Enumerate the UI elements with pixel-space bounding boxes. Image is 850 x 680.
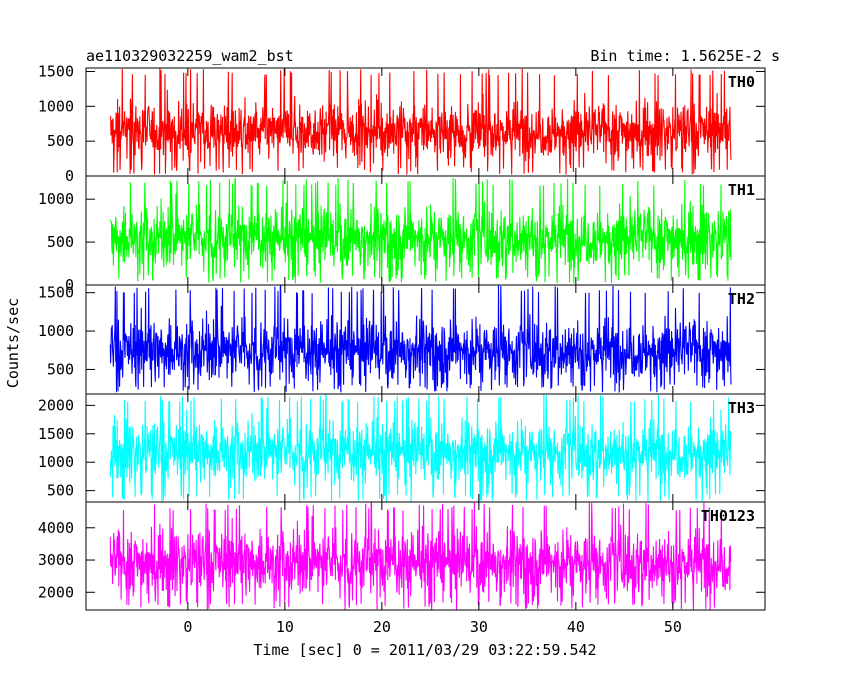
- panel-th0123: 2000 3000 4000 TH0123 0 10 20 30 40 50: [38, 501, 766, 636]
- x-tick-label: 50: [664, 618, 682, 636]
- y-tick-label: 1500: [38, 62, 74, 80]
- y-tick-label: 0: [65, 276, 74, 294]
- panel-th2: 500 1000 1500 TH2: [38, 284, 766, 395]
- bin-time-label: Bin time: 1.5625E-2 s: [590, 47, 780, 65]
- y-tick-label: 3000: [38, 551, 74, 569]
- x-tick-label: 0: [183, 618, 192, 636]
- panel-frame: [85, 501, 766, 611]
- x-tick-label: 40: [567, 618, 585, 636]
- series-line-th1: [109, 177, 732, 284]
- y-tick-label: 500: [47, 233, 74, 251]
- x-axis-label: Time [sec] 0 = 2011/03/29 03:22:59.542: [253, 641, 596, 659]
- y-tick-label: 2000: [38, 583, 74, 601]
- y-tick-label: 500: [47, 360, 74, 378]
- y-axis-label: Counts/sec: [4, 298, 22, 388]
- chart-title: ae110329032259_wam2_bst: [86, 47, 294, 65]
- panel-th3: 500 1000 1500 2000 TH3: [38, 393, 766, 503]
- y-tick-label: 1000: [38, 190, 74, 208]
- series-line-th0123: [109, 502, 732, 610]
- y-tick-label: 500: [47, 482, 74, 500]
- series-line-th3: [109, 394, 732, 502]
- panel-label-th1: TH1: [728, 181, 755, 199]
- y-tick-label: 1000: [38, 453, 74, 471]
- panel-th1: 0 500 1000 TH1: [38, 175, 766, 294]
- y-tick-label: 1500: [38, 284, 74, 302]
- x-tick-label: 10: [276, 618, 294, 636]
- y-tick-label: 1000: [38, 322, 74, 340]
- panel-th0: 0 500 1000 1500 TH0: [38, 62, 766, 185]
- y-tick-label: 1000: [38, 97, 74, 115]
- y-tick-label: 4000: [38, 519, 74, 537]
- panel-label-th3: TH3: [728, 399, 755, 417]
- y-tick-label: 2000: [38, 396, 74, 414]
- y-tick-label: 1500: [38, 425, 74, 443]
- y-tick-label: 0: [65, 167, 74, 185]
- series-line-th2: [109, 285, 732, 393]
- x-tick-label: 20: [373, 618, 391, 636]
- panel-label-th0: TH0: [728, 73, 755, 91]
- y-tick-label: 500: [47, 132, 74, 150]
- panel-label-th2: TH2: [728, 290, 755, 308]
- x-tick-label: 30: [470, 618, 488, 636]
- series-line-th0: [110, 68, 732, 175]
- panel-label-th0123: TH0123: [701, 507, 755, 525]
